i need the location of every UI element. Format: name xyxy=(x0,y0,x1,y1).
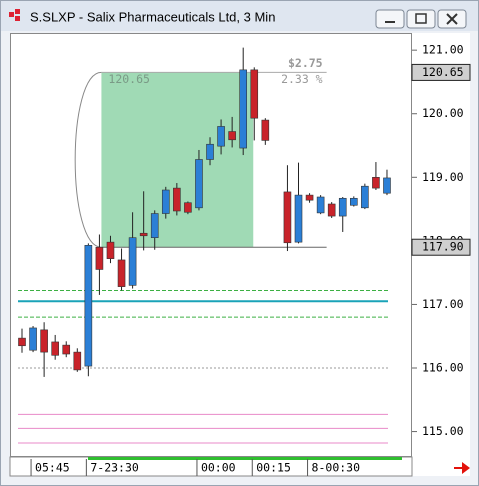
candle-body xyxy=(283,191,292,244)
price-marker xyxy=(411,63,471,81)
candle-body xyxy=(18,337,26,347)
session-bar xyxy=(88,457,402,460)
x-tick-label: 7-23:30 xyxy=(90,461,139,475)
maximize-button[interactable] xyxy=(406,9,436,29)
price-marker-label: 120.65 xyxy=(422,65,464,79)
candle-body xyxy=(173,187,181,212)
candle-body xyxy=(62,344,71,355)
candle-body xyxy=(139,232,148,237)
window-title: S.SLXP - Salix Pharmaceuticals Ltd, 3 Mi… xyxy=(30,9,275,24)
candle-body xyxy=(239,69,247,149)
x-tick-label: 00:15 xyxy=(256,461,291,475)
y-tick-label: 117.00 xyxy=(422,297,464,311)
x-tick-label: 8-00:30 xyxy=(312,461,361,475)
candle-body xyxy=(40,329,48,353)
candle-body xyxy=(327,203,336,217)
candle-body xyxy=(383,177,391,194)
candle-body xyxy=(305,194,314,201)
candle-body xyxy=(338,197,347,217)
y-tick-label: 121.00 xyxy=(422,43,464,57)
y-tick-label: 115.00 xyxy=(422,424,464,438)
y-tick-label: 120.00 xyxy=(422,106,464,120)
measure-arc xyxy=(74,71,102,248)
minimize-button[interactable] xyxy=(375,9,405,29)
scroll-arrow[interactable] xyxy=(454,462,470,474)
candle-body xyxy=(372,176,380,189)
price-marker-label: 117.90 xyxy=(422,240,464,254)
candle-body xyxy=(294,194,303,243)
candle-body xyxy=(29,327,37,351)
y-tick-label: 116.00 xyxy=(422,361,464,375)
candle-body xyxy=(206,143,214,160)
candle-body xyxy=(150,213,159,238)
candle-body xyxy=(106,241,115,259)
candle-body xyxy=(361,185,369,209)
candle-body xyxy=(250,69,259,119)
candle-body xyxy=(184,202,192,213)
measure-box xyxy=(101,72,254,248)
y-tick-label: 119.00 xyxy=(422,170,464,184)
candle-body xyxy=(261,119,270,141)
close-button[interactable] xyxy=(437,9,467,29)
candle-body xyxy=(117,259,126,287)
candle-body xyxy=(316,196,325,214)
app-icon xyxy=(9,9,20,21)
price-marker xyxy=(411,238,471,256)
candle-body xyxy=(349,197,358,206)
candle-body xyxy=(195,159,203,209)
candle-body xyxy=(228,131,236,141)
candle-body xyxy=(73,351,82,371)
candle-body xyxy=(95,246,104,270)
candle-body xyxy=(128,237,137,286)
measure-change: $2.75 xyxy=(288,56,323,70)
candle-body xyxy=(51,341,59,356)
measure-price: 120.65 xyxy=(108,72,150,86)
candle-body xyxy=(161,189,170,214)
x-tick-label: 00:00 xyxy=(201,461,236,475)
measure-percent: 2.33 % xyxy=(281,72,323,86)
candle-body xyxy=(84,245,93,367)
x-tick-label: 05:45 xyxy=(35,461,70,475)
candle-body xyxy=(217,126,225,147)
